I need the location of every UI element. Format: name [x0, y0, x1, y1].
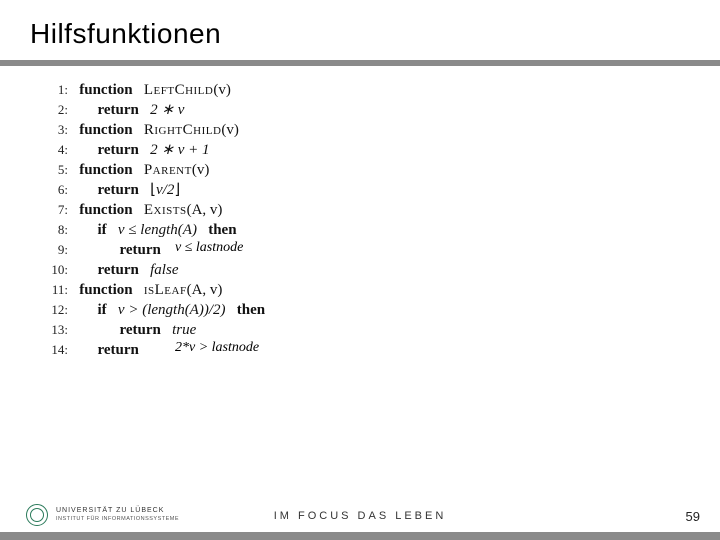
slide-title: Hilfsfunktionen — [30, 18, 221, 50]
keyword: return — [98, 102, 139, 118]
page-number: 59 — [686, 509, 700, 524]
func-args: (v) — [221, 122, 239, 138]
code-line: 4: return 2 ∗ v + 1 — [44, 140, 265, 160]
footer: UNIVERSITÄT ZU LÜBECK INSTITUT FÜR INFOR… — [0, 498, 720, 540]
func-args: (A, v) — [187, 282, 223, 298]
keyword: return — [98, 342, 139, 358]
func-name: Parent — [144, 162, 192, 178]
code-line: 5: function Parent(v) — [44, 160, 265, 180]
code-line: 7: function Exists(A, v) — [44, 200, 265, 220]
func-name: RightChild — [144, 122, 222, 138]
annotation-2: 2*v > lastnode — [175, 340, 259, 356]
code-line: 8: if v ≤ length(A) then — [44, 220, 265, 240]
line-number: 11: — [44, 280, 68, 300]
keyword: function — [79, 162, 132, 178]
code-line: 11: function isLeaf(A, v) — [44, 280, 265, 300]
keyword: function — [79, 122, 132, 138]
line-number: 9: — [44, 240, 68, 260]
keyword: return — [120, 322, 161, 338]
floor-close: ⌋ — [174, 182, 180, 198]
expr: 2 ∗ v — [150, 102, 184, 118]
func-args: (A, v) — [187, 202, 223, 218]
line-number: 10: — [44, 260, 68, 280]
line-number: 5: — [44, 160, 68, 180]
expr: v > (length(A))/2) — [118, 302, 226, 318]
line-number: 7: — [44, 200, 68, 220]
code-line: 2: return 2 ∗ v — [44, 100, 265, 120]
keyword: function — [79, 282, 132, 298]
title-rule — [0, 60, 720, 66]
line-number: 12: — [44, 300, 68, 320]
keyword: function — [79, 202, 132, 218]
code-line: 12: if v > (length(A))/2) then — [44, 300, 265, 320]
footer-rule — [0, 532, 720, 540]
expr: false — [150, 262, 178, 278]
footer-motto: IM FOCUS DAS LEBEN — [0, 510, 720, 522]
keyword: then — [208, 222, 236, 238]
code-line: 1: function LeftChild(v) — [44, 80, 265, 100]
line-number: 14: — [44, 340, 68, 360]
keyword: return — [98, 262, 139, 278]
keyword: function — [79, 82, 132, 98]
line-number: 4: — [44, 140, 68, 160]
func-args: (v) — [213, 82, 231, 98]
line-number: 2: — [44, 100, 68, 120]
func-name: LeftChild — [144, 82, 214, 98]
line-number: 6: — [44, 180, 68, 200]
code-line: 10: return false — [44, 260, 265, 280]
func-args: (v) — [192, 162, 210, 178]
expr: v/2 — [156, 182, 174, 198]
keyword: if — [98, 222, 107, 238]
expr: 2 ∗ v + 1 — [150, 142, 209, 158]
line-number: 1: — [44, 80, 68, 100]
line-number: 8: — [44, 220, 68, 240]
annotation-1: v ≤ lastnode — [175, 240, 243, 256]
keyword: return — [98, 182, 139, 198]
func-name: isLeaf — [144, 282, 187, 298]
expr: true — [172, 322, 196, 338]
keyword: return — [120, 242, 161, 258]
line-number: 13: — [44, 320, 68, 340]
keyword: if — [98, 302, 107, 318]
pseudocode-block: 1: function LeftChild(v) 2: return 2 ∗ v… — [44, 80, 265, 360]
keyword: then — [237, 302, 265, 318]
code-line: 3: function RightChild(v) — [44, 120, 265, 140]
line-number: 3: — [44, 120, 68, 140]
func-name: Exists — [144, 202, 187, 218]
code-line: 6: return ⌊v/2⌋ — [44, 180, 265, 200]
code-line: 13: return true — [44, 320, 265, 340]
keyword: return — [98, 142, 139, 158]
expr: v ≤ length(A) — [118, 222, 197, 238]
